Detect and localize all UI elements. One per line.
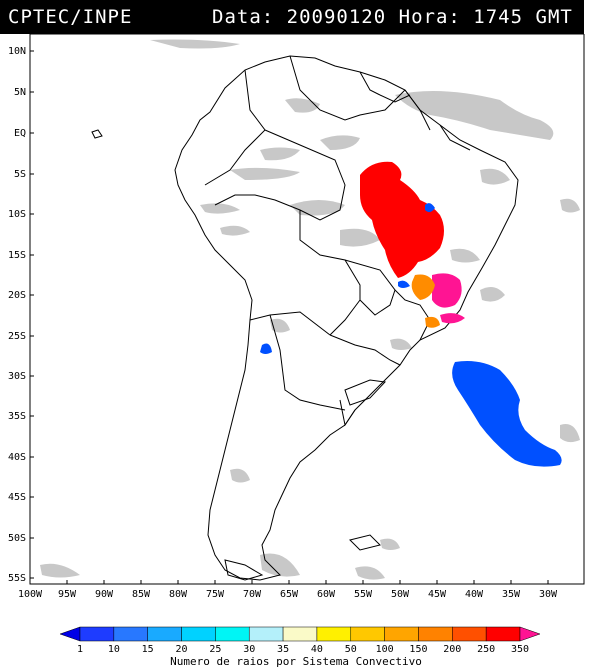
lat-label: 35S	[8, 411, 26, 422]
lon-label: 75W	[206, 589, 225, 600]
lon-label: 35W	[502, 589, 521, 600]
lightning-map: 10N 5N EQ 5S 10S 15S 20S 25S 30S 35S 40S…	[8, 34, 585, 668]
lon-axis: 100W 95W 90W 85W 80W 75W 70W 65W 60W 55W…	[18, 580, 558, 600]
colorbar-segment	[59, 626, 81, 642]
colorbar-tick-label: 250	[477, 644, 495, 655]
lon-label: 60W	[317, 589, 336, 600]
lon-label: 85W	[132, 589, 151, 600]
lat-label: 40S	[8, 452, 26, 463]
colorbar-tick-label: 30	[243, 644, 255, 655]
colorbar-segment	[248, 626, 284, 642]
colorbar-tick-label: 20	[176, 644, 188, 655]
colorbar-tick-label: 1	[77, 644, 83, 655]
colorbar-segment	[282, 626, 318, 642]
time-zone: GMT	[535, 6, 573, 28]
date-label: Data:	[212, 6, 275, 28]
lon-label: 55W	[354, 589, 373, 600]
colorbar-tick-label: 50	[345, 644, 357, 655]
lon-label: 100W	[18, 589, 43, 600]
colorbar-segment	[350, 626, 385, 642]
colorbar-tick-label: 100	[376, 644, 394, 655]
blue-cells	[260, 203, 562, 467]
colorbar: 1 10 15 20 25 30 35 40 50 100 150 200 250 350	[59, 626, 541, 655]
time-label: Hora:	[398, 6, 461, 28]
colorbar-segment	[316, 626, 352, 642]
lat-label: 10S	[8, 209, 26, 220]
lat-label: 30S	[8, 371, 26, 382]
lat-label: 45S	[8, 492, 26, 503]
colorbar-caption: Numero de raios por Sistema Convectivo	[170, 655, 422, 668]
colorbar-tick-label: 200	[443, 644, 461, 655]
colorbar-segment	[181, 626, 216, 642]
colorbar-segment	[519, 626, 541, 642]
colorbar-segment	[215, 626, 250, 642]
lon-label: 40W	[465, 589, 484, 600]
lat-label: 5S	[14, 169, 26, 180]
magenta-cells	[432, 273, 465, 324]
colorbar-tick-label: 150	[409, 644, 427, 655]
lon-label: 65W	[280, 589, 299, 600]
colorbar-tick-label: 10	[108, 644, 120, 655]
colorbar-tick-label: 15	[142, 644, 154, 655]
lat-label: 25S	[8, 331, 26, 342]
lat-label: 55S	[8, 573, 26, 584]
lon-label: 70W	[243, 589, 262, 600]
colorbar-segment	[485, 626, 521, 642]
lat-label: 5N	[14, 87, 26, 98]
colorbar-segment	[452, 626, 487, 642]
colorbar-segment	[113, 626, 148, 642]
date-value: 20090120	[286, 6, 387, 28]
map-header: CPTEC/INPE Data: 20090120 Hora: 1745 GMT	[0, 0, 584, 34]
lat-label: 10N	[8, 46, 26, 57]
lon-label: 45W	[428, 589, 447, 600]
colorbar-tick-label: 25	[209, 644, 221, 655]
colorbar-segment	[384, 626, 419, 642]
time-value: 1745	[473, 6, 524, 28]
lon-label: 50W	[391, 589, 410, 600]
orange-cells	[411, 274, 440, 328]
continent-outline	[91, 55, 519, 581]
lon-label: 95W	[58, 589, 77, 600]
lat-label: EQ	[14, 128, 26, 139]
lat-label: 50S	[8, 533, 26, 544]
lat-label: 20S	[8, 290, 26, 301]
lon-label: 30W	[539, 589, 558, 600]
header-org: CPTEC/INPE	[8, 6, 133, 28]
colorbar-segment	[79, 626, 115, 642]
colorbar-segment	[418, 626, 453, 642]
colorbar-tick-label: 40	[311, 644, 323, 655]
colorbar-tick-label: 35	[277, 644, 289, 655]
lat-axis: 10N 5N EQ 5S 10S 15S 20S 25S 30S 35S 40S…	[8, 46, 34, 584]
lon-label: 80W	[169, 589, 188, 600]
lat-label: 15S	[8, 250, 26, 261]
lon-label: 90W	[95, 589, 114, 600]
header-datetime: Data: 20090120 Hora: 1745 GMT	[212, 6, 573, 28]
colorbar-segment	[147, 626, 182, 642]
colorbar-tick-label: 350	[511, 644, 529, 655]
red-cells	[360, 161, 444, 278]
